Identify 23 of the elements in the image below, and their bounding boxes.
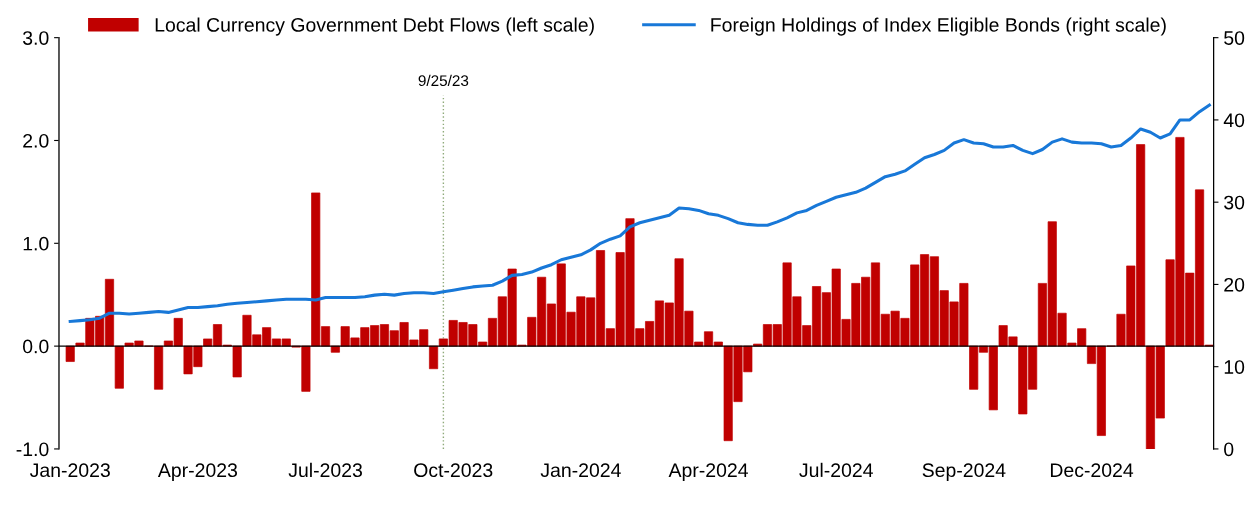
x-tick-label: Jan-2023 — [29, 463, 110, 478]
x-tick-label: Jan-2024 — [540, 463, 621, 478]
ref-line-label: 9/25/23 — [418, 74, 469, 87]
y-tick-label: 0.0 — [22, 339, 49, 354]
y2-tick-label: 20 — [1224, 277, 1245, 292]
x-tick-label: Jul-2024 — [799, 462, 873, 478]
legend-label: Local Currency Government Debt Flows (left scale) — [155, 17, 594, 36]
x-tick-label: Oct-2023 — [414, 463, 493, 478]
x-tick-label: Sep-2024 — [922, 463, 1006, 481]
y2-tick-label: 30 — [1224, 195, 1245, 210]
y-tick-label: 3.0 — [22, 31, 49, 45]
y2-tick-label: 0 — [1224, 442, 1234, 457]
y2-tick-label: 40 — [1223, 113, 1245, 128]
x-tick-label: Jul-2023 — [288, 462, 362, 478]
y-tick-label: 1.0 — [23, 236, 49, 251]
x-tick-label: Apr-2024 — [668, 463, 748, 481]
y-tick-label: 2.0 — [23, 133, 49, 148]
y2-tick-label: 10 — [1224, 360, 1245, 374]
legend-label: Foreign Holdings of Index Eligible Bonds (right scale) — [711, 17, 1166, 36]
x-tick-label: Apr-2023 — [157, 463, 238, 481]
y-tick-label: -1.0 — [16, 442, 49, 457]
x-tick-label: Dec-2024 — [1050, 463, 1134, 478]
y2-tick-label: 50 — [1224, 31, 1245, 45]
